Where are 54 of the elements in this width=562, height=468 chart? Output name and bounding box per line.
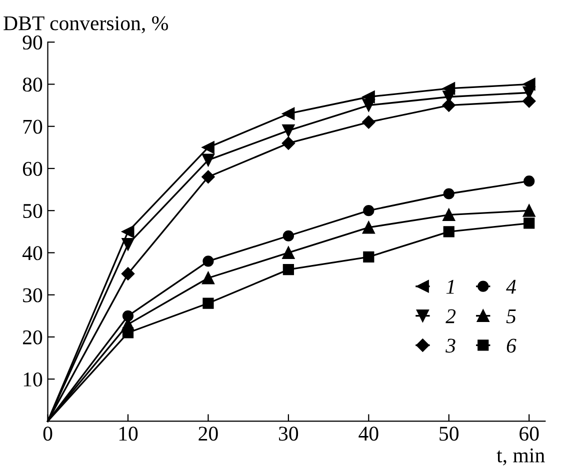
x-tick-label: 60 xyxy=(520,426,539,441)
x-tick-label: 30 xyxy=(279,426,298,441)
x-tick-label: 0 xyxy=(43,426,52,441)
y-axis-title: DBT conversion, % xyxy=(4,16,168,34)
point xyxy=(122,225,134,238)
point xyxy=(202,272,214,284)
point xyxy=(524,218,535,229)
y-tick-label: 80 xyxy=(22,78,42,92)
point xyxy=(202,298,214,309)
point xyxy=(442,208,456,222)
x-axis-title: t, min xyxy=(496,448,545,466)
y-tick-label: 70 xyxy=(23,120,42,134)
point xyxy=(282,124,295,137)
x-tick-label: 10 xyxy=(119,426,138,441)
point xyxy=(282,107,295,120)
y-tick-label: 20 xyxy=(22,330,42,344)
legend-label: 3 xyxy=(446,338,456,353)
point xyxy=(122,327,134,338)
point xyxy=(202,141,214,154)
y-tick-label: 90 xyxy=(22,35,42,50)
point xyxy=(522,94,536,108)
point xyxy=(443,188,454,200)
y-tick-label: 60 xyxy=(22,162,42,176)
point xyxy=(202,154,214,166)
point xyxy=(442,98,456,112)
point xyxy=(363,205,374,216)
y-tick-label: 50 xyxy=(23,204,42,218)
point xyxy=(282,264,294,276)
point xyxy=(122,310,134,322)
point xyxy=(282,230,294,242)
y-tick-label: 10 xyxy=(24,372,42,387)
point xyxy=(202,256,214,267)
legend-label: 1 xyxy=(446,280,454,294)
point xyxy=(362,116,376,129)
y-tick-label: 30 xyxy=(23,288,42,302)
point xyxy=(522,204,536,217)
x-tick-label: 40 xyxy=(358,426,378,441)
point xyxy=(282,246,295,259)
point xyxy=(443,226,454,238)
point xyxy=(122,238,134,251)
point xyxy=(362,99,375,112)
point xyxy=(282,136,296,150)
point xyxy=(524,176,535,187)
legend-label: 2 xyxy=(446,309,456,324)
x-tick-label: 20 xyxy=(198,426,218,441)
legend-label: 6 xyxy=(506,338,516,353)
point xyxy=(363,251,374,262)
point xyxy=(362,221,375,234)
y-tick-label: 40 xyxy=(22,246,42,260)
legend-label: 5 xyxy=(506,309,516,324)
legend-label: 4 xyxy=(506,280,516,294)
point xyxy=(202,170,215,184)
x-tick-label: 50 xyxy=(440,426,458,441)
point xyxy=(121,267,135,280)
